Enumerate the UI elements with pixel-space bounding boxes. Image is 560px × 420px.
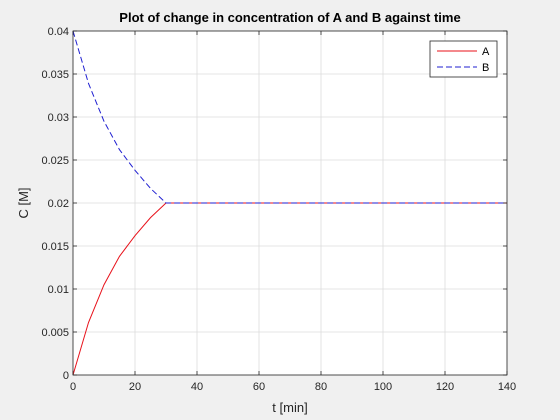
x-axis-label: t [min] <box>272 400 307 415</box>
y-tick-label: 0.005 <box>41 327 69 339</box>
ticks <box>72 30 508 376</box>
x-tick-label: 120 <box>436 381 454 393</box>
y-tick-label: 0.02 <box>48 198 69 210</box>
y-tick-label: 0.04 <box>48 26 69 38</box>
legend-label-b: B <box>482 62 489 74</box>
y-tick-label: 0.03 <box>48 112 69 124</box>
y-tick-label: 0.025 <box>41 155 69 167</box>
y-tick-label: 0.015 <box>41 241 69 253</box>
tick-labels: 0 20 40 60 80 100 120 140 0 0.005 0.01 0.015 0.02 0.0… <box>41 26 516 393</box>
y-axis-label: C [M] <box>16 187 31 218</box>
x-tick-label: 100 <box>374 381 392 393</box>
legend-box <box>429 40 498 78</box>
series-line-a <box>72 202 507 376</box>
x-tick-label: 80 <box>315 381 327 393</box>
legend-label-a: A <box>482 46 490 58</box>
series-layer <box>72 30 507 376</box>
y-tick-label: 0 <box>63 370 69 382</box>
x-tick-label: 0 <box>70 381 76 393</box>
x-tick-label: 60 <box>253 381 265 393</box>
series-line-b <box>72 30 507 204</box>
x-tick-label: 20 <box>129 381 141 393</box>
x-tick-label: 40 <box>191 381 203 393</box>
chart-title: Plot of change in concentration of A and… <box>119 10 460 25</box>
y-tick-label: 0.035 <box>41 69 69 81</box>
x-tick-label: 140 <box>498 381 516 393</box>
y-tick-label: 0.01 <box>48 284 69 296</box>
legend[interactable]: A B <box>429 40 498 78</box>
